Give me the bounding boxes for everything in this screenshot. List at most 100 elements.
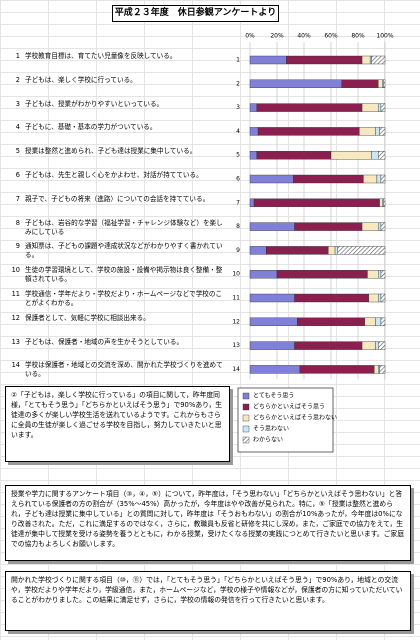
question-text: 子どもに、基礎・基本の学力がついている。 bbox=[25, 123, 157, 132]
bar-segment bbox=[249, 341, 295, 350]
legend-label: そう思わない bbox=[253, 426, 289, 433]
question: 3 子どもは、授業がわかりやすいといっている。 bbox=[6, 100, 228, 109]
bar-segment bbox=[249, 55, 287, 65]
legend-swatch bbox=[242, 425, 250, 433]
bar-segment bbox=[256, 103, 363, 112]
question-text: 学校通信・学年だより・学校だより・ホームページなどで学校のことがよくわかる。 bbox=[25, 290, 223, 307]
bar-segment bbox=[330, 150, 372, 160]
question: 7 親子で、子どもの将来（進路）についての会話を持てている。 bbox=[6, 195, 228, 204]
legend-swatch bbox=[242, 392, 250, 400]
bar-segment bbox=[337, 246, 386, 255]
bar-segment bbox=[379, 365, 386, 374]
bar-segment bbox=[249, 103, 257, 112]
bar-segment bbox=[375, 127, 380, 136]
bar-segment bbox=[378, 341, 386, 350]
question: 4 子どもに、基礎・基本の学力がついている。 bbox=[6, 123, 228, 132]
bar-segment bbox=[363, 174, 378, 184]
bar-segment bbox=[249, 150, 257, 160]
bar-segment bbox=[367, 270, 379, 279]
question-number: 7 bbox=[15, 194, 20, 203]
question-text: 子どもは、先生と親しく心をかよわせ、対話が持てている。 bbox=[25, 171, 203, 179]
bar-segment bbox=[368, 293, 379, 303]
comment-box: ②「子どもは，楽しく学校に行っている」の項目に関して，昨年度同様，「とてもそう思… bbox=[5, 386, 230, 462]
bar-segment bbox=[380, 317, 386, 326]
bar-segment bbox=[378, 222, 382, 231]
x-tick-label: 60% bbox=[324, 33, 338, 40]
bar-segment bbox=[378, 79, 383, 89]
question-text: 子どもは、授業がわかりやすいといっている。 bbox=[25, 99, 164, 108]
bar-segment bbox=[256, 150, 332, 160]
y-tick-label: 9 bbox=[236, 247, 240, 254]
question-text: 子どもは、保護者・地域の声を生かそうとしている。 bbox=[25, 337, 184, 346]
comment-box: 開かれた学校づくりに関する項目（⑩，⑪）では，「とてもそう思う」「どちらかといえ… bbox=[5, 571, 411, 631]
bar-segment bbox=[341, 79, 379, 89]
question-text: 親子で、子どもの将来（進路）についての会話を持てている。 bbox=[25, 194, 210, 203]
bar-segment bbox=[276, 270, 368, 279]
question-number: 9 bbox=[15, 242, 20, 251]
bar-segment bbox=[361, 103, 379, 112]
question-text: 通知票は、子どもの課題や達成状況などがわかりやすく書かれている。 bbox=[25, 242, 223, 260]
bar-segment bbox=[361, 341, 376, 350]
question-number: 1 bbox=[15, 52, 20, 60]
bar-segment bbox=[375, 317, 382, 326]
question-text: 子どもは、岩谷的な学習（福祉学習・チャレンジ体験など）を楽しみにしている bbox=[25, 218, 223, 236]
question-text: 学校教育目標は、育てたい児童像を反映している。 bbox=[25, 52, 177, 60]
bar-segment bbox=[294, 341, 363, 350]
bar-segment bbox=[380, 103, 386, 112]
title: 平成２３年度 休日参観アンケートより bbox=[112, 5, 279, 22]
bar-segment bbox=[294, 293, 369, 303]
y-tick-label: 1 bbox=[236, 57, 240, 64]
bar-segment bbox=[382, 79, 384, 89]
legend-swatch bbox=[242, 436, 250, 444]
x-tick-label: 100% bbox=[376, 33, 393, 40]
x-tick-label: 80% bbox=[351, 33, 365, 40]
bar-segment bbox=[257, 127, 360, 136]
bar-segment bbox=[294, 222, 363, 231]
y-tick-label: 12 bbox=[232, 318, 240, 325]
y-tick-label: 3 bbox=[236, 104, 240, 111]
question-text: 学校は保護者・地域との交流を深め、開かれた学校づくりを進めている。 bbox=[25, 361, 223, 379]
question-text: 子どもは、楽しく学校に行っている。 bbox=[25, 75, 137, 84]
question: 5 授業は整然と進められ、子ども達は授業に集中している。 bbox=[6, 147, 228, 156]
legend-label: わからない bbox=[253, 437, 283, 444]
bar-segment bbox=[249, 365, 301, 374]
bar-segment bbox=[249, 79, 343, 89]
question: 14 学校は保護者・地域との交流を深め、開かれた学校づくりを進めている。 bbox=[6, 361, 228, 379]
question-number: 8 bbox=[15, 218, 20, 227]
question: 13 子どもは、保護者・地域の声を生かそうとしている。 bbox=[6, 338, 228, 347]
question: 11 学校通信・学年だより・学校だより・ホームページなどで学校のことがよくわかる。 bbox=[6, 290, 228, 308]
bar-segment bbox=[378, 150, 386, 160]
bar-segment bbox=[378, 270, 382, 279]
bar-segment bbox=[364, 317, 376, 326]
bar-segment bbox=[334, 246, 338, 255]
question-number: 14 bbox=[11, 361, 20, 370]
question-number: 5 bbox=[15, 147, 20, 156]
question: 10 生徒の学習環境として、学校の施設・設備や掲示物は良く整備・整頓されている。 bbox=[6, 266, 228, 284]
bar-segment bbox=[371, 55, 386, 65]
bar-segment bbox=[374, 365, 379, 374]
bar-segment bbox=[361, 222, 379, 231]
bar-segment bbox=[375, 341, 379, 350]
y-tick-label: 6 bbox=[236, 176, 240, 183]
question-text: 保護者として、気軽に学校に相談出来る。 bbox=[25, 313, 150, 322]
bar-segment bbox=[378, 103, 382, 112]
bar-segment bbox=[249, 246, 267, 255]
question: 2 子どもは、楽しく学校に行っている。 bbox=[6, 76, 228, 85]
bar-segment bbox=[359, 127, 376, 136]
bar-segment bbox=[293, 174, 364, 184]
bar-segment bbox=[253, 198, 380, 208]
bar-segment bbox=[379, 127, 386, 136]
y-tick-label: 2 bbox=[236, 80, 240, 87]
bar-segment bbox=[380, 293, 386, 303]
x-tick-label: 40% bbox=[297, 33, 311, 40]
bar-segment bbox=[378, 293, 382, 303]
comment-box: 授業や学力に関するアンケート項目（③，④，⑤）について，昨年度は，「そう思わない… bbox=[5, 485, 411, 561]
bar-segment bbox=[249, 293, 295, 303]
bar-segment bbox=[361, 55, 371, 65]
x-tick-label: 0% bbox=[245, 33, 255, 40]
bar-segment bbox=[380, 174, 386, 184]
question-number: 10 bbox=[11, 266, 20, 275]
bar-segment bbox=[249, 174, 294, 184]
bar-segment bbox=[249, 127, 259, 136]
